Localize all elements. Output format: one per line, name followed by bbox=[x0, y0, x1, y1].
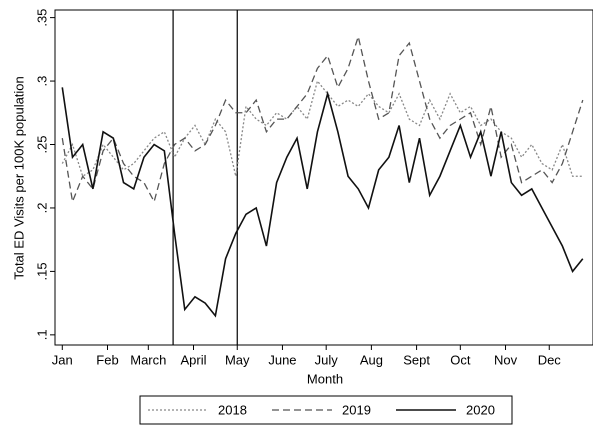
x-tick-label: Feb bbox=[96, 352, 118, 367]
x-tick-label: March bbox=[130, 352, 166, 367]
y-tick-label: .15 bbox=[34, 262, 49, 280]
y-tick-label: .1 bbox=[34, 329, 49, 340]
legend-label: 2018 bbox=[218, 402, 247, 417]
y-axis-label: Total ED Visits per 100K population bbox=[11, 76, 26, 280]
x-axis-label: Month bbox=[307, 371, 343, 386]
x-tick-label: Dec bbox=[538, 352, 562, 367]
y-tick-label: .25 bbox=[34, 135, 49, 153]
x-tick-label: Nov bbox=[494, 352, 518, 367]
y-tick-label: .35 bbox=[34, 9, 49, 27]
legend-box bbox=[139, 395, 513, 425]
y-tick-label: .3 bbox=[34, 76, 49, 87]
x-tick-label: Jan bbox=[52, 352, 73, 367]
x-tick-label: June bbox=[268, 352, 296, 367]
series-line bbox=[61, 79, 583, 178]
x-tick-label: Aug bbox=[360, 352, 383, 367]
legend-label: 2020 bbox=[466, 402, 495, 417]
x-tick-label: April bbox=[181, 352, 207, 367]
legend-label: 2019 bbox=[342, 402, 371, 417]
y-tick-label: .2 bbox=[34, 203, 49, 214]
x-tick-label: Oct bbox=[450, 352, 471, 367]
plot-frame bbox=[54, 9, 593, 346]
x-tick-label: May bbox=[225, 352, 250, 367]
series-line bbox=[61, 34, 584, 205]
x-tick-label: Sept bbox=[403, 352, 430, 367]
x-tick-label: July bbox=[315, 352, 339, 367]
series-line bbox=[61, 87, 584, 318]
